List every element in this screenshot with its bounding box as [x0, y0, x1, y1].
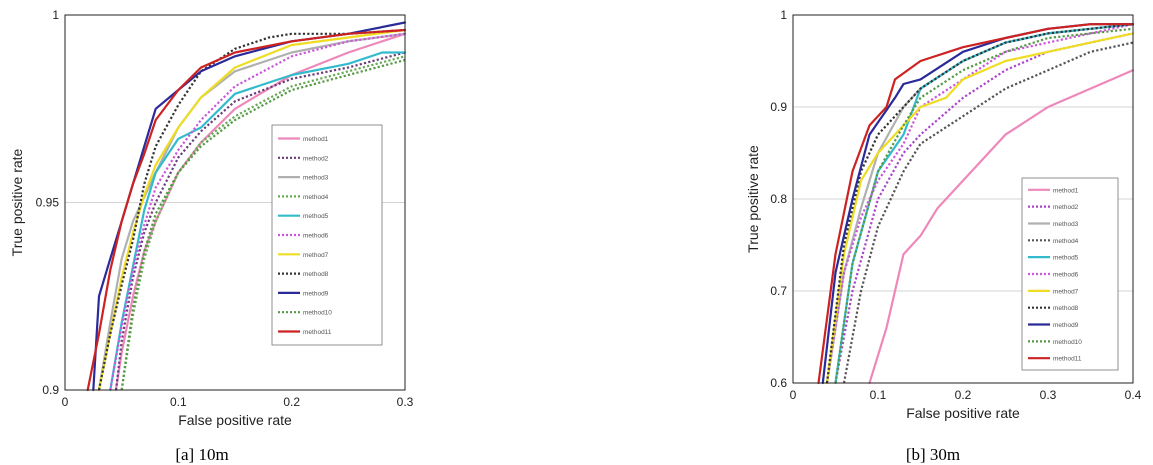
- legend-label: method7: [303, 252, 329, 259]
- x-tick-label: 0.2: [955, 388, 972, 402]
- y-tick-label: 1: [52, 8, 59, 22]
- y-tick-label: 0.7: [770, 284, 787, 298]
- y-tick-label: 0.95: [36, 196, 60, 210]
- x-tick-label: 0.3: [397, 395, 414, 409]
- legend-label: method3: [303, 175, 329, 182]
- x-tick-label: 0.4: [1125, 388, 1142, 402]
- x-tick-label: 0: [62, 395, 69, 409]
- legend-label: method11: [303, 329, 332, 336]
- chart-panel-b: 0.6 0.7 0.8 0.9 1 0 0.1 0.2 0.3 0.4 False positive…: [745, 8, 1142, 464]
- series-line-method7: [825, 32, 1135, 385]
- series-line-method7: [97, 28, 407, 392]
- series-line-method2: [114, 51, 406, 391]
- x-tick-label: 0.3: [1040, 388, 1057, 402]
- y-tick-label: 1: [780, 8, 787, 22]
- legend-label: method8: [1053, 305, 1079, 312]
- figure-caption: [b] 30m: [906, 445, 960, 464]
- legend-label: method1: [1053, 187, 1079, 194]
- y-tick-label: 0.8: [770, 192, 787, 206]
- x-axis-label: False positive rate: [178, 412, 292, 428]
- y-axis-label: True positive rate: [745, 145, 761, 253]
- series-line-method11: [817, 23, 1135, 385]
- series-line-method4: [842, 41, 1134, 384]
- series-line-method8: [825, 23, 1134, 384]
- x-tick-label: 0.1: [870, 388, 887, 402]
- legend-label: method8: [303, 271, 329, 278]
- y-tick-label: 0.9: [770, 100, 787, 114]
- legend-label: method9: [1053, 322, 1079, 329]
- chart-panel-a: 0.9 0.95 1 0 0.1 0.2 0.3 False positive rate Tru…: [9, 8, 414, 464]
- legend-label: method7: [1053, 288, 1079, 295]
- series-line-method8: [97, 28, 406, 391]
- x-axis-label: False positive rate: [906, 405, 1020, 421]
- legend-label: method9: [303, 290, 329, 297]
- legend-label: method1: [303, 136, 329, 143]
- legend-label: method2: [303, 155, 329, 162]
- series-line-method11: [86, 28, 407, 392]
- x-tick-label: 0: [790, 388, 797, 402]
- legend-label: method4: [303, 194, 329, 201]
- legend-label: method4: [1053, 238, 1079, 245]
- figure-caption: [a] 10m: [175, 445, 228, 464]
- legend-box: [1021, 177, 1119, 371]
- legend-label: method10: [1053, 339, 1082, 346]
- legend-label: method2: [1053, 204, 1079, 211]
- legend-label: method6: [1053, 272, 1079, 279]
- y-axis-label: True positive rate: [9, 148, 25, 256]
- legend-label: method3: [1053, 221, 1079, 228]
- legend-label: method11: [1053, 356, 1082, 363]
- x-tick-label: 0.2: [283, 395, 300, 409]
- legend-label: method5: [1053, 255, 1079, 262]
- legend-label: method6: [303, 233, 329, 240]
- series-line-method6: [109, 32, 406, 391]
- plot-frame: [792, 14, 1134, 384]
- y-tick-label: 0.6: [770, 376, 787, 390]
- x-tick-label: 0.1: [170, 395, 187, 409]
- plot-frame: [64, 14, 406, 391]
- series-line-method1: [868, 69, 1135, 385]
- series-line-method10: [834, 27, 1134, 384]
- series-line-method10: [120, 58, 406, 391]
- legend-label: method5: [303, 213, 329, 220]
- legend-label: method10: [303, 310, 332, 317]
- y-tick-label: 0.9: [42, 383, 59, 397]
